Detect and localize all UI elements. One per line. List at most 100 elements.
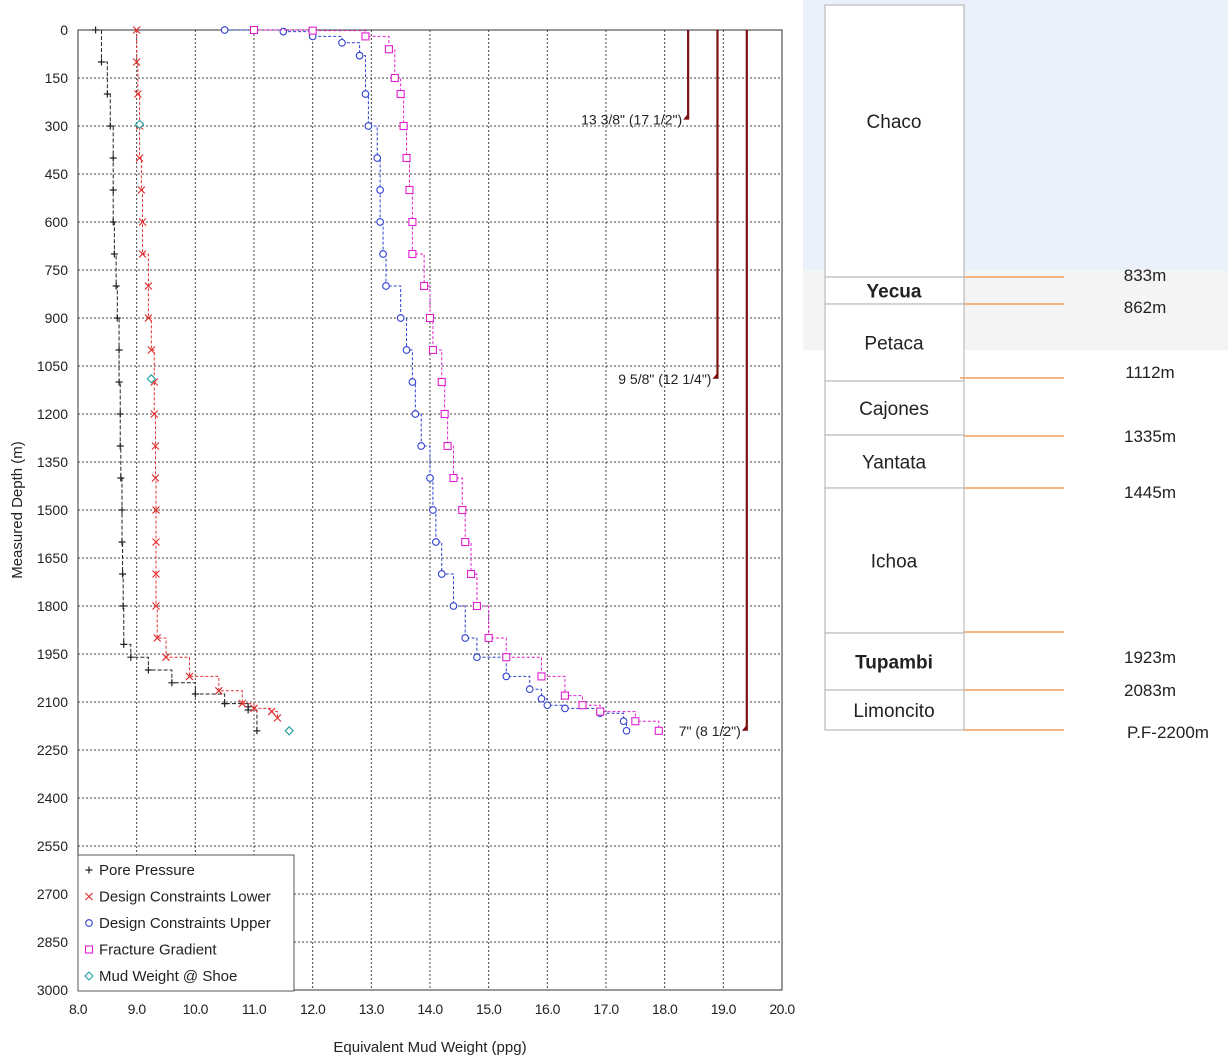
legend-label: Design Constraints Lower — [99, 889, 271, 906]
formation-depth-label: 833m — [1124, 266, 1167, 285]
data-point — [267, 707, 276, 716]
data-point — [502, 653, 511, 662]
data-point — [85, 892, 93, 901]
data-point — [249, 25, 259, 35]
data-point — [152, 602, 160, 610]
data-point — [361, 32, 370, 41]
data-point — [109, 186, 117, 194]
legend-label: Fracture Gradient — [99, 942, 217, 959]
data-point — [152, 538, 160, 546]
data-point — [420, 281, 429, 291]
data-point — [408, 378, 417, 386]
y-tick-label: 1200 — [37, 406, 68, 422]
data-point — [119, 570, 127, 578]
data-point — [135, 154, 144, 162]
data-point — [382, 282, 390, 290]
x-tick-label: 16.0 — [535, 1001, 561, 1017]
data-point — [472, 601, 481, 611]
data-point — [596, 707, 605, 716]
data-point — [134, 119, 145, 130]
data-point — [376, 186, 384, 194]
data-point — [119, 602, 127, 610]
series-line — [254, 29, 660, 731]
y-tick-label: 600 — [45, 214, 69, 230]
data-point — [152, 570, 160, 578]
data-point — [417, 442, 426, 450]
y-tick-label: 150 — [45, 70, 69, 86]
casing-label: 7" (8 1/2") — [679, 723, 741, 739]
data-point — [112, 282, 120, 290]
series-design-constraints-upper — [220, 26, 631, 735]
data-point — [631, 717, 640, 726]
series-design-constraints-lower — [132, 26, 282, 722]
x-tick-label: 19.0 — [711, 1001, 737, 1017]
data-point — [384, 45, 393, 54]
legend-label: Design Constraints Upper — [99, 915, 271, 932]
formation-depth-label: 1112m — [1125, 363, 1174, 382]
data-point — [279, 27, 288, 36]
data-point — [115, 346, 123, 354]
stratigraphic-column: Chaco Yecua Petaca Cajones Yantata Ichoa Tupam… — [824, 4, 1209, 742]
data-point — [144, 666, 152, 674]
y-tick-label: 2250 — [37, 742, 68, 758]
data-point — [408, 249, 417, 259]
data-point — [85, 919, 93, 927]
data-point — [425, 313, 435, 323]
casing-layer: 13 3/8" (17 1/2") 9 5/8" (12 1/4") 7" (8 1… — [581, 30, 748, 739]
x-tick-label: 8.0 — [69, 1001, 88, 1017]
formation-box — [824, 434, 965, 489]
formation-depth-label: 862m — [1124, 298, 1167, 317]
data-point — [137, 186, 146, 194]
data-point — [432, 538, 440, 546]
data-point — [426, 474, 434, 482]
data-point — [120, 640, 128, 648]
y-tick-label: 2100 — [37, 694, 68, 710]
data-point — [138, 218, 147, 226]
x-tick-label: 17.0 — [593, 1001, 619, 1017]
series-pore-pressure — [92, 26, 261, 735]
formation-box — [824, 303, 965, 382]
formation-name: Yantata — [862, 453, 927, 474]
data-point — [273, 714, 282, 722]
data-point — [152, 506, 160, 514]
formation-box — [824, 380, 965, 436]
data-point — [461, 537, 470, 547]
data-point — [429, 506, 437, 514]
formation-name: Petaca — [864, 334, 924, 355]
y-tick-label: 900 — [45, 310, 69, 326]
formation-name: Tupambi — [855, 653, 933, 674]
y-tick-label: 1650 — [37, 550, 68, 566]
data-point — [338, 38, 346, 47]
data-point — [115, 378, 123, 386]
x-tick-label: 20.0 — [769, 1001, 795, 1017]
data-point — [437, 570, 446, 578]
data-point — [379, 250, 387, 258]
formation-depth-label: P.F-2200m — [1127, 723, 1209, 742]
formation-name: Limoncito — [853, 701, 934, 722]
data-point — [168, 679, 176, 687]
formation-depth-label: 2083m — [1124, 681, 1176, 700]
data-point — [543, 701, 552, 710]
data-point — [364, 122, 373, 130]
data-point — [578, 701, 587, 710]
y-tick-label: 3000 — [37, 982, 68, 998]
formation-depth-label: 1445m — [1124, 483, 1176, 502]
formation-box — [824, 632, 965, 691]
y-tick-label: 2400 — [37, 790, 68, 806]
y-tick-label: 2550 — [37, 838, 68, 854]
y-tick-label: 300 — [45, 118, 69, 134]
data-point — [132, 58, 141, 66]
data-point — [361, 90, 370, 98]
data-point — [133, 90, 142, 98]
data-point — [284, 726, 294, 736]
formation-name: Cajones — [859, 399, 929, 420]
y-tick-label: 2700 — [37, 886, 68, 902]
data-point — [116, 410, 124, 418]
data-point — [396, 314, 405, 322]
data-point — [402, 346, 411, 354]
casing-shoe-marker — [683, 113, 689, 120]
x-tick-label: 11.0 — [242, 1001, 267, 1017]
data-point — [103, 90, 111, 98]
formation-box — [824, 689, 965, 731]
